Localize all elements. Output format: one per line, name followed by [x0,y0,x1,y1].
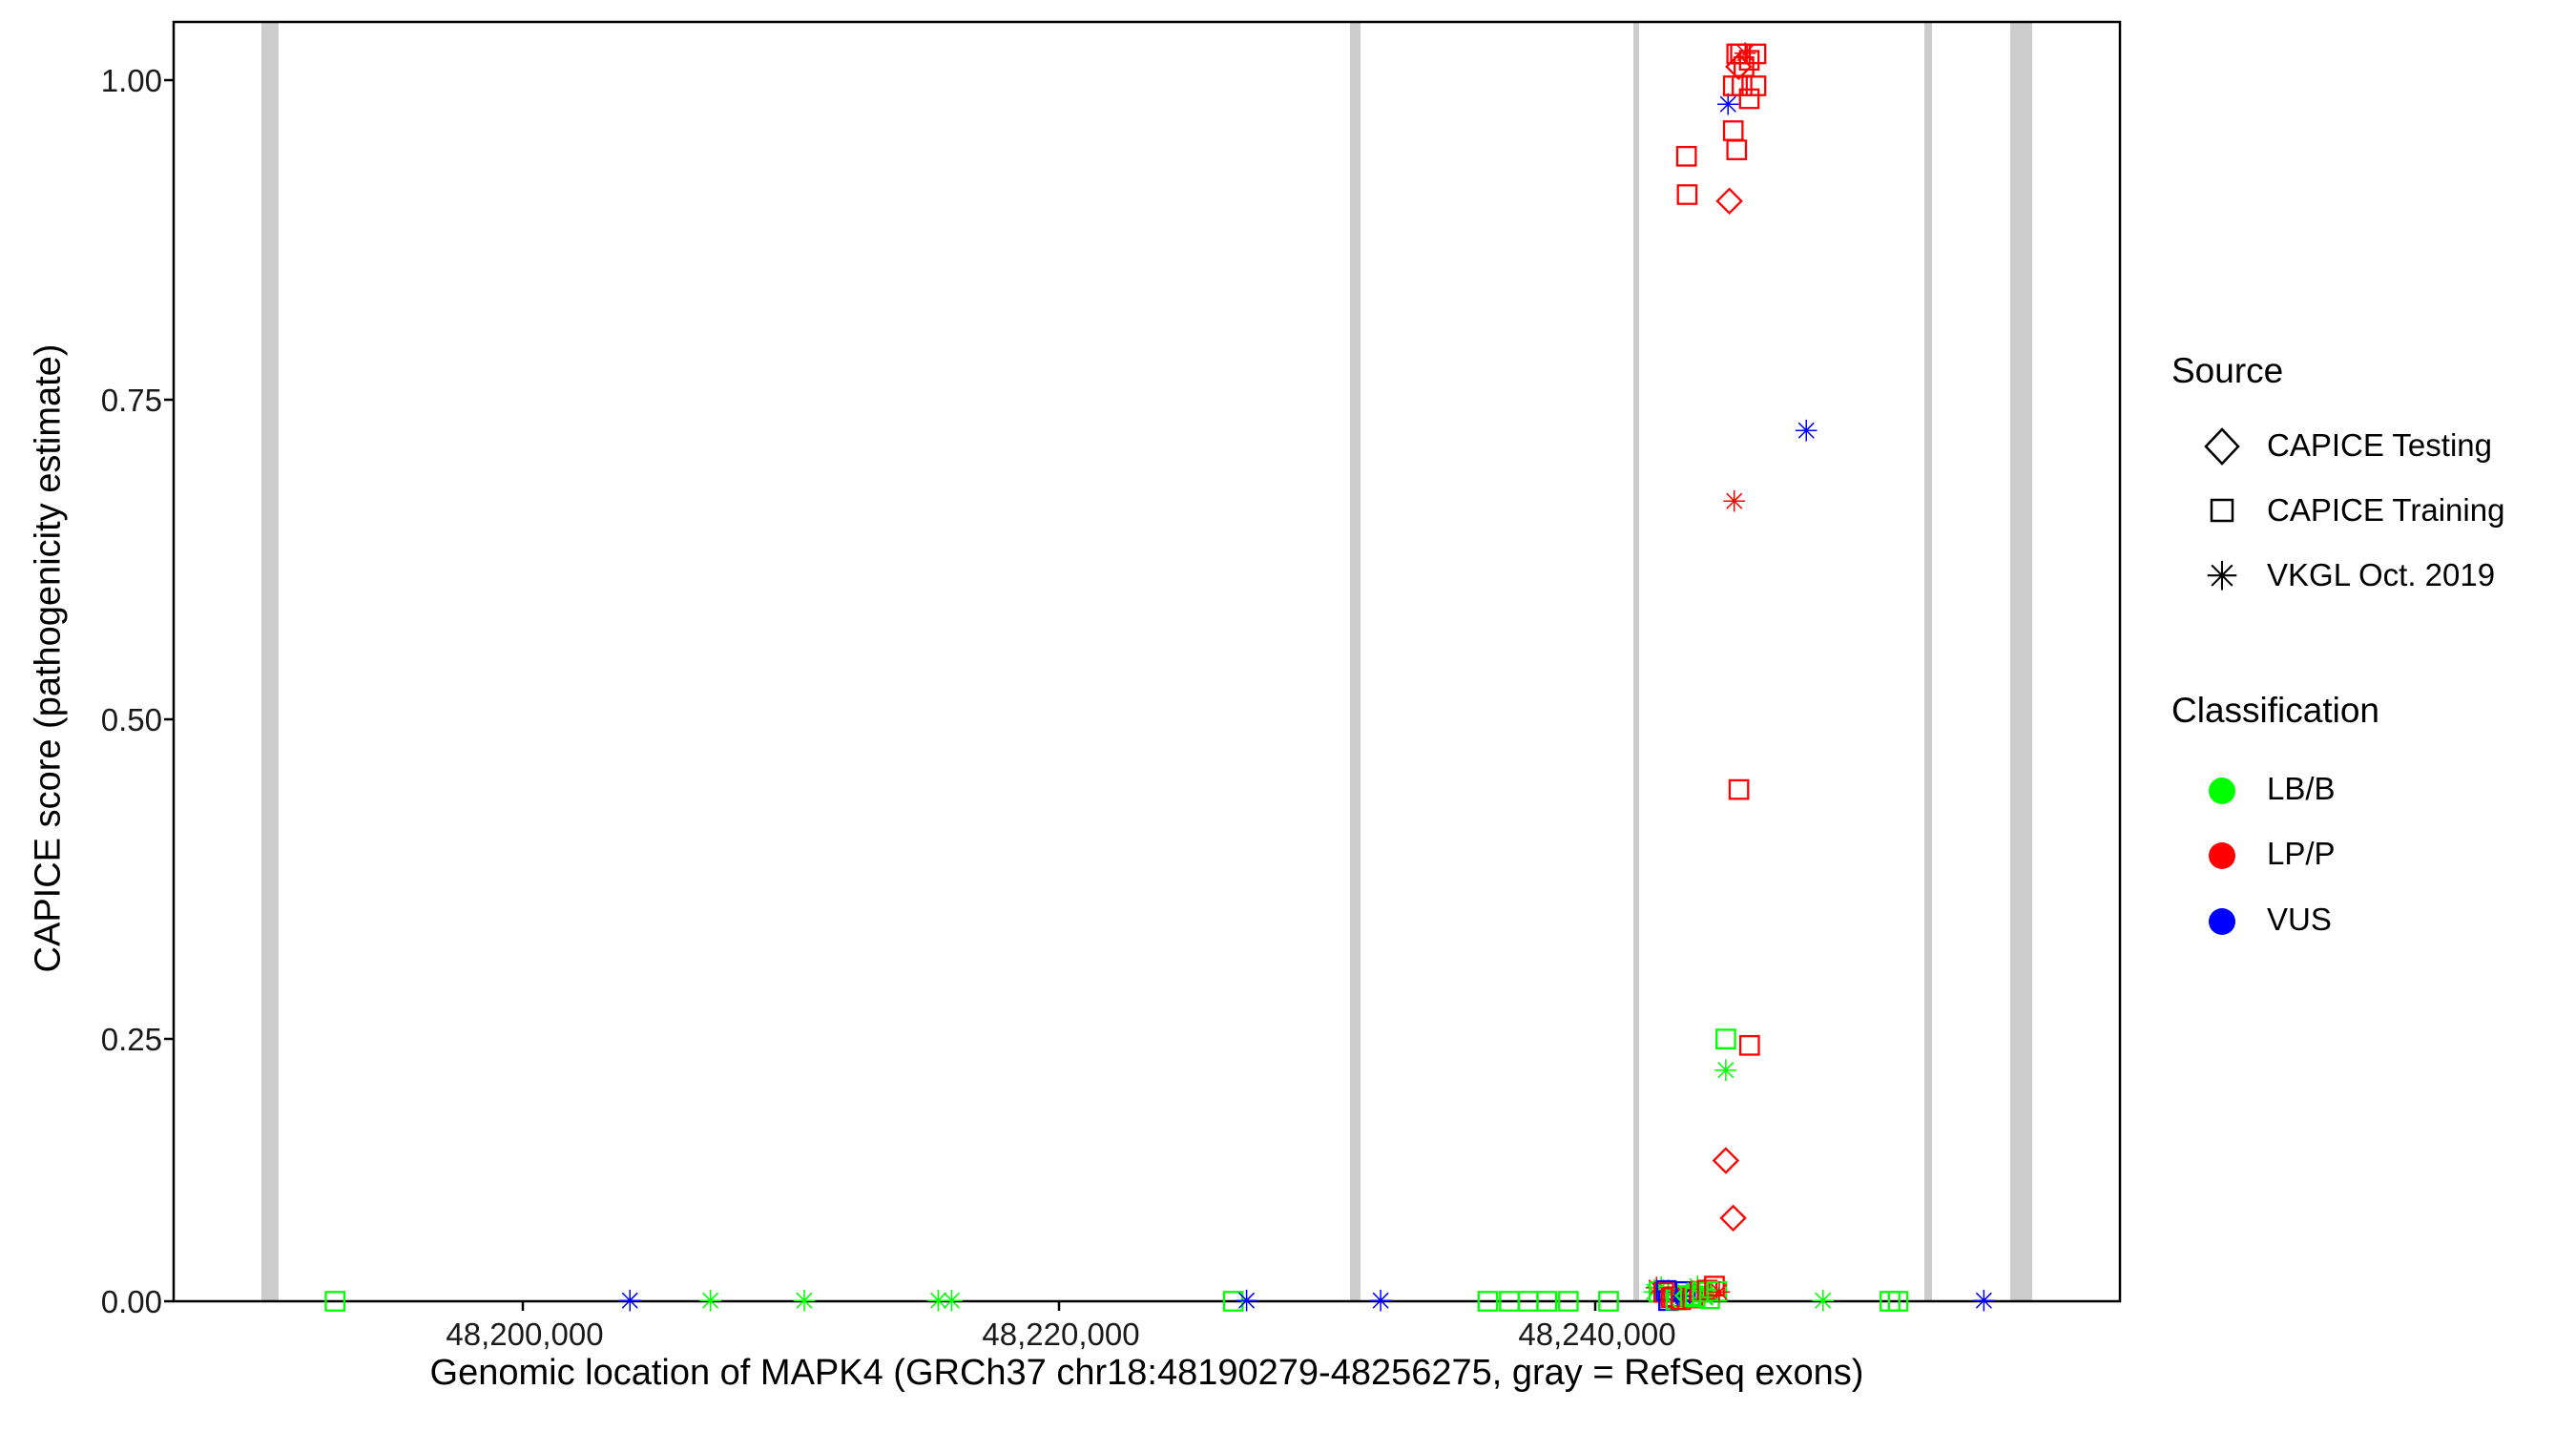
svg-text:✳: ✳ [1714,1054,1738,1088]
svg-text:✳: ✳ [1971,1285,1996,1318]
svg-text:✳: ✳ [617,1285,642,1318]
svg-text:✳: ✳ [1715,89,1740,122]
svg-text:✳: ✳ [940,1285,965,1318]
svg-text:✳: ✳ [1733,37,1757,71]
svg-text:✳: ✳ [698,1285,723,1318]
svg-text:✳: ✳ [792,1285,817,1318]
svg-text:✳: ✳ [1368,1285,1393,1318]
svg-text:✳: ✳ [1722,485,1747,518]
svg-text:✳: ✳ [1707,1276,1732,1310]
svg-text:✳: ✳ [1811,1285,1836,1318]
svg-text:✳: ✳ [1794,415,1818,448]
svg-text:✳: ✳ [1235,1285,1259,1318]
